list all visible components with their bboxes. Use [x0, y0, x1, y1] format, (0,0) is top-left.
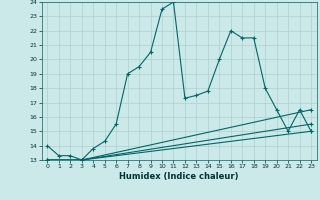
X-axis label: Humidex (Indice chaleur): Humidex (Indice chaleur)	[119, 172, 239, 181]
